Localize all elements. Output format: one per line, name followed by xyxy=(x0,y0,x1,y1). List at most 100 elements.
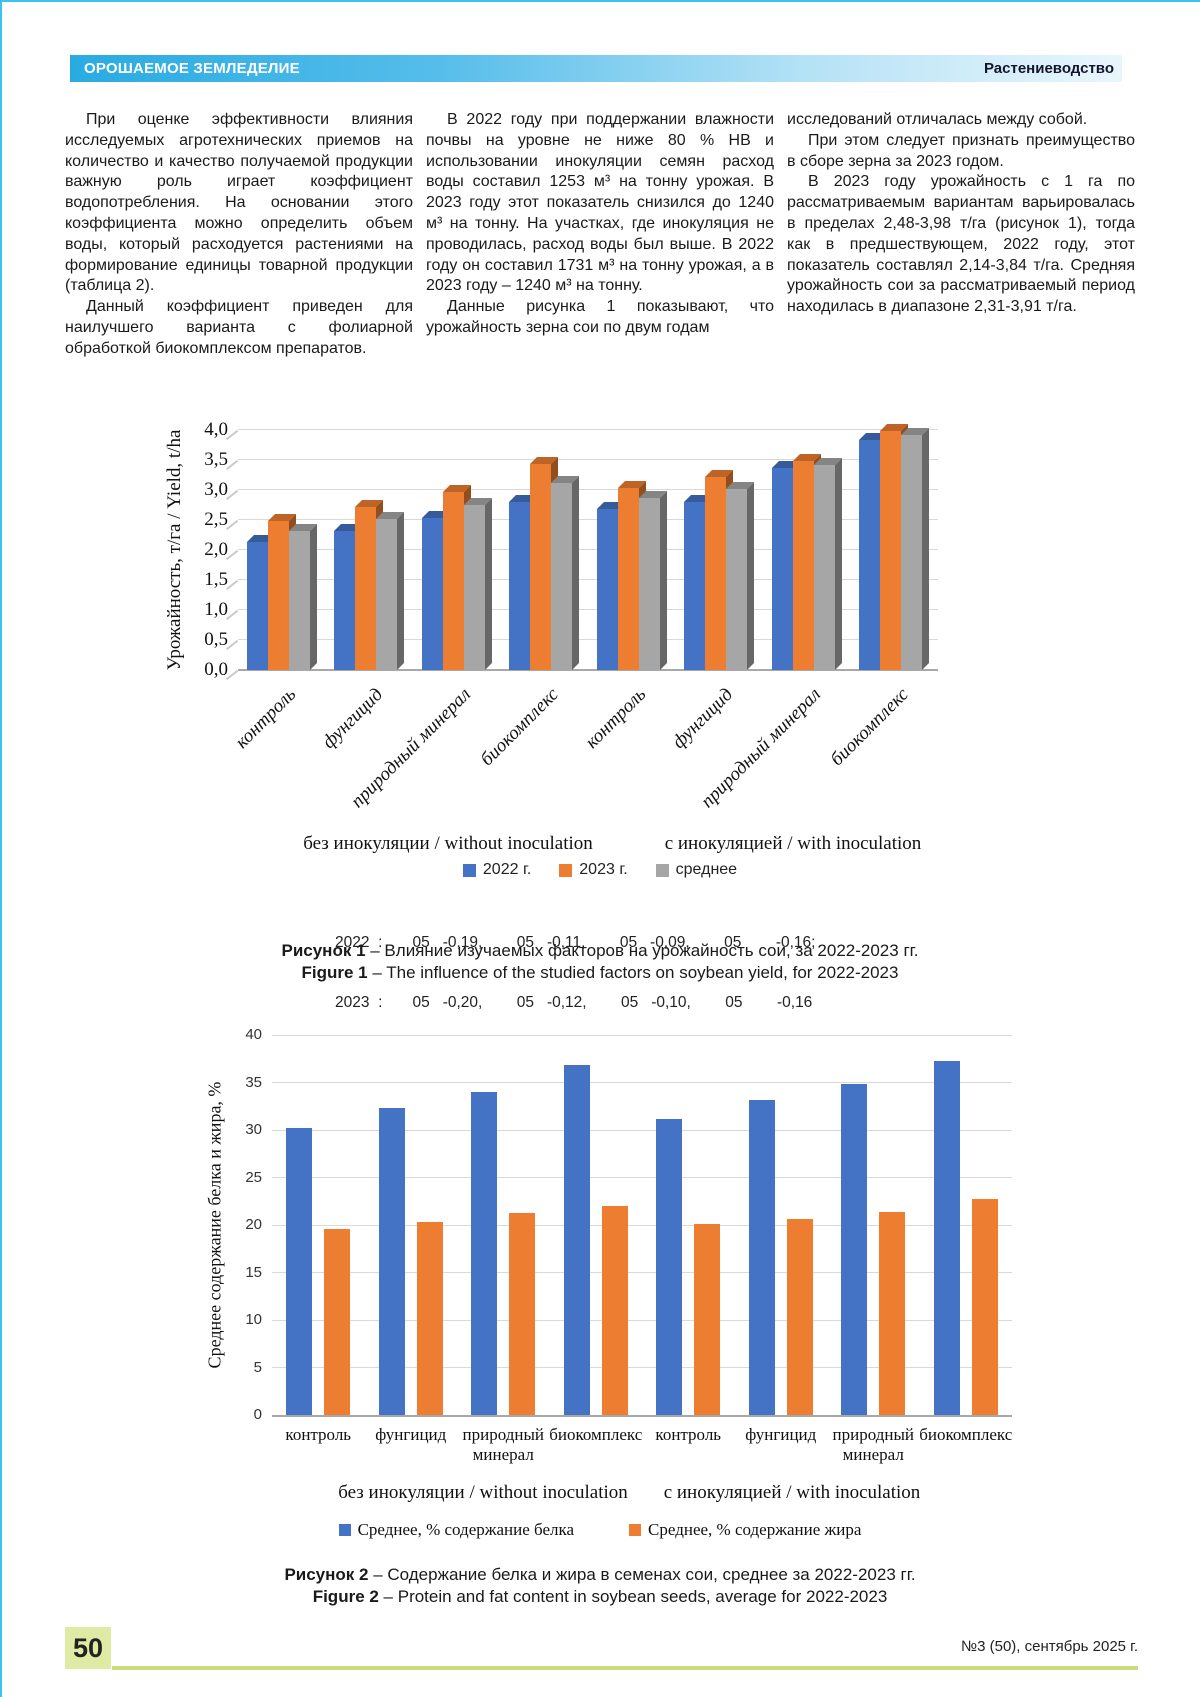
bar-protein xyxy=(841,1084,868,1415)
bar-среднее xyxy=(551,482,573,670)
bar-protein xyxy=(286,1128,313,1415)
bar-2022 г. xyxy=(684,502,706,670)
figure1-yield-chart: Урожайность, т/га / Yield, t/ha 0,0 0,5 1,… xyxy=(65,385,1135,1011)
y-tick-label: 40 xyxy=(245,1026,262,1043)
x-category-label: биокомплекс xyxy=(549,1425,643,1444)
legend-item: Среднее, % содержание жира xyxy=(629,1520,861,1540)
gridline xyxy=(238,489,938,490)
gridline xyxy=(238,459,938,460)
bar-2022 г. xyxy=(771,468,793,670)
figure2-legend: Среднее, % содержание белка Среднее, % со… xyxy=(65,1520,1135,1540)
bar-2023 г. xyxy=(880,431,902,670)
figure1-caption-ru-text: – Влияние изучаемых факторов на урожайно… xyxy=(365,941,919,960)
legend-label: 2023 г. xyxy=(579,861,628,878)
gridline xyxy=(238,609,938,610)
legend-label: среднее xyxy=(675,861,738,878)
paragraph: Данные рисунка 1 показывают, что урожайн… xyxy=(426,298,774,336)
bar-2023 г. xyxy=(617,487,639,670)
bar-2022 г. xyxy=(509,502,531,670)
figure1-caption-ru-label: Рисунок 1 xyxy=(281,941,366,960)
figure1-caption-ru: Рисунок 1 – Влияние изучаемых факторов н… xyxy=(65,941,1135,961)
gridline xyxy=(272,1319,1012,1321)
figure1-legend: 2022 г. 2023 г. среднее xyxy=(65,861,1135,879)
bar-2023 г. xyxy=(267,521,289,670)
bar-fat xyxy=(601,1206,628,1415)
bar-side-face xyxy=(572,475,580,670)
section-title: ОРОШАЕМОЕ ЗЕМЛЕДЕЛИЕ xyxy=(84,60,300,77)
gridline xyxy=(272,1272,1012,1273)
y-tick-label: 0 xyxy=(253,1406,262,1423)
bar-2022 г. xyxy=(596,509,618,670)
header-bar: ОРОШАЕМОЕ ЗЕМЛЕДЕЛИЕ Растениеводство xyxy=(70,55,1122,82)
x-category-label: фунгицид xyxy=(668,684,738,753)
bar-2023 г. xyxy=(792,461,814,670)
x-category-label: фунгицид xyxy=(318,684,388,753)
bar-fat xyxy=(324,1228,351,1415)
bar-side-face xyxy=(922,428,930,670)
bar-protein xyxy=(748,1099,775,1415)
bar-среднее xyxy=(288,531,310,670)
bar-side-face xyxy=(397,511,405,670)
figure2-plot: 0 5 10 15 20 25 30 35 40 контроль фунгицид природны… xyxy=(245,1026,1012,1464)
lsd-note-2023: 2023 : 05 -0,20, 05 -0,12, 05 -0,10, 05 … xyxy=(335,994,813,1011)
figure2-caption-en-text: – Protein and fat content in soybean see… xyxy=(378,1587,888,1606)
x-category-label: биокомплекс xyxy=(919,1425,1013,1444)
figure1-caption-en-text: – The influence of the studied factors o… xyxy=(367,963,899,982)
legend-label: Среднее, % содержание белка xyxy=(357,1520,575,1539)
gridline xyxy=(238,519,938,520)
figure1-group-label-without: без инокуляции / without inoculation xyxy=(303,833,593,854)
bar-side-face xyxy=(309,524,317,670)
legend-label: Среднее, % содержание жира xyxy=(648,1520,862,1539)
bar-protein xyxy=(378,1108,405,1415)
page-number: 50 xyxy=(65,1627,111,1669)
legend-swatch xyxy=(462,863,476,877)
y-tick-label: 1,5 xyxy=(204,569,228,590)
figure1-caption-en: Figure 1 – The influence of the studied … xyxy=(65,963,1135,983)
gridline xyxy=(272,1367,1012,1368)
figure2-caption-ru-label: Рисунок 2 xyxy=(284,1565,369,1584)
figure2-caption-ru: Рисунок 2 – Содержание белка и жира в се… xyxy=(65,1565,1135,1585)
bar-protein xyxy=(471,1092,498,1415)
figure2-caption-en: Figure 2 – Protein and fat content in so… xyxy=(65,1587,1135,1607)
y-tick-label: 30 xyxy=(245,1121,262,1138)
bar-fat xyxy=(694,1224,721,1415)
bar-2022 г. xyxy=(246,541,268,670)
bar-среднее xyxy=(813,464,835,670)
rubric-title: Растениеводство xyxy=(984,60,1114,77)
x-category-label: фунгицид xyxy=(745,1425,817,1444)
gridline xyxy=(272,1082,1012,1083)
bar-fat xyxy=(971,1199,998,1415)
gridline xyxy=(272,1414,1012,1417)
y-tick-label: 2,5 xyxy=(204,509,228,530)
y-tick-label: 1,0 xyxy=(204,599,228,620)
paragraph: При оценке эффективности влияния исследу… xyxy=(65,111,413,295)
footer-rule xyxy=(112,1666,1138,1670)
bar-fat xyxy=(509,1212,536,1415)
text-column-3: исследований отличалась между собой. При… xyxy=(787,110,1135,360)
text-column-2: В 2022 году при поддержании влажности по… xyxy=(426,110,774,360)
gridline xyxy=(238,669,938,671)
figure2-protein-fat-chart: Среднее содержание белка и жира, % 0 5 10 1… xyxy=(65,1026,1135,1620)
bar-2022 г. xyxy=(334,530,356,670)
figure1-group-label-with: с инокуляцией / with inoculation xyxy=(664,833,922,854)
issue-info: №3 (50), сентябрь 2025 г. xyxy=(961,1638,1138,1655)
gridline xyxy=(272,1177,1012,1178)
paragraph: В 2022 году при поддержании влажности по… xyxy=(426,111,774,295)
bar-side-face xyxy=(484,498,492,670)
figure1-caption-en-label: Figure 1 xyxy=(301,963,368,982)
bar-side-face xyxy=(747,482,755,670)
gridline xyxy=(238,549,938,550)
x-category-label: фунгицид xyxy=(375,1425,447,1444)
paragraph: В 2023 году урожайность с 1 га по рассма… xyxy=(787,173,1135,316)
bar-среднее xyxy=(901,435,923,670)
bar-side-face xyxy=(659,491,667,670)
x-category-label: природный минерал xyxy=(832,1425,914,1464)
paragraph: При этом следует признать преимущество в… xyxy=(787,131,1135,170)
page-border-top xyxy=(0,0,1200,2)
bar-2022 г. xyxy=(421,517,443,670)
y-tick-label: 15 xyxy=(245,1263,262,1281)
figure2-y-axis-label: Среднее содержание белка и жира, % xyxy=(204,1081,225,1369)
legend-swatch xyxy=(338,1524,351,1536)
bar-fat xyxy=(879,1211,906,1415)
